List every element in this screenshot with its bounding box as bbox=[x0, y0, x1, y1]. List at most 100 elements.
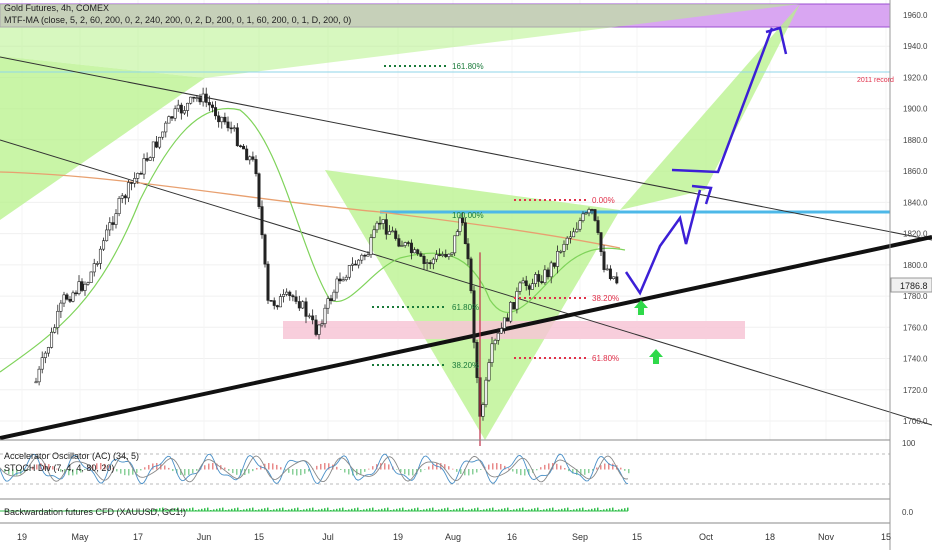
candlestick-series bbox=[34, 87, 619, 446]
candle-body bbox=[226, 121, 230, 129]
candle-body bbox=[506, 317, 510, 322]
candle-body bbox=[317, 324, 321, 335]
bw-bar bbox=[204, 508, 206, 511]
bw-bar bbox=[471, 508, 473, 511]
ac-histogram-bar bbox=[188, 469, 190, 475]
candle-body bbox=[102, 240, 106, 250]
x-tick-label: Nov bbox=[818, 532, 835, 542]
ac-histogram-bar bbox=[372, 466, 374, 470]
bw-bar bbox=[396, 508, 398, 511]
bw-bar bbox=[582, 507, 584, 511]
ac-histogram-bar bbox=[104, 463, 106, 470]
bw-bar bbox=[240, 510, 242, 511]
candle-body bbox=[269, 300, 273, 302]
bw-bar bbox=[345, 510, 347, 511]
ac-histogram-bar bbox=[168, 467, 170, 470]
bw-bar bbox=[399, 508, 401, 511]
candle-body bbox=[53, 327, 57, 333]
bw-bar bbox=[576, 508, 578, 511]
bw-bar bbox=[543, 509, 545, 511]
candle-body bbox=[136, 173, 140, 179]
bw-bar bbox=[525, 510, 527, 511]
bw-bar bbox=[489, 508, 491, 511]
ac-histogram-bar bbox=[292, 469, 294, 475]
bw-bar bbox=[297, 507, 299, 511]
candle-body bbox=[540, 281, 544, 283]
bw-bar bbox=[531, 508, 533, 511]
bw-bar bbox=[561, 508, 563, 511]
bw-scale-label: 0.0 bbox=[902, 508, 914, 517]
bw-bar bbox=[159, 508, 161, 511]
upper-channel-trendline bbox=[0, 56, 932, 241]
candle-body bbox=[615, 276, 619, 284]
candle-body bbox=[375, 222, 379, 231]
ac-histogram-bar bbox=[108, 465, 110, 470]
bw-bar bbox=[432, 507, 434, 511]
bw-bar bbox=[486, 508, 488, 511]
bw-bar bbox=[537, 507, 539, 511]
ac-histogram-bar bbox=[240, 469, 242, 476]
candle-body bbox=[350, 263, 354, 266]
bw-bar bbox=[459, 508, 461, 511]
x-tick-label: 15 bbox=[881, 532, 891, 542]
ac-histogram-bar bbox=[32, 466, 34, 470]
candle-body bbox=[338, 278, 342, 282]
candle-body bbox=[394, 230, 398, 239]
ac-histogram-bar bbox=[400, 469, 402, 473]
y-tick-label: 1780.0 bbox=[903, 292, 928, 301]
ac-histogram-bar bbox=[384, 463, 386, 470]
bw-bar bbox=[414, 508, 416, 511]
ac-histogram-bar bbox=[268, 463, 270, 470]
ac-histogram-bar bbox=[316, 465, 318, 470]
y-tick-label: 1800.0 bbox=[903, 261, 928, 270]
ac-histogram-bar bbox=[52, 466, 54, 470]
x-tick-label: May bbox=[71, 532, 89, 542]
bw-bar bbox=[519, 508, 521, 511]
bw-bar bbox=[447, 507, 449, 511]
ac-histogram-bar bbox=[36, 464, 38, 470]
y-tick-label: 1920.0 bbox=[903, 73, 928, 82]
candle-body bbox=[294, 296, 298, 302]
candle-body bbox=[98, 248, 102, 264]
ac-histogram-bar bbox=[428, 466, 430, 470]
candle-body bbox=[431, 258, 435, 265]
ac-histogram-bar bbox=[328, 463, 330, 470]
ac-histogram-bar bbox=[608, 463, 610, 470]
price-axis[interactable]: 1960.0 1940.0 1920.0 1900.0 1880.0 1860.0 1840… bbox=[903, 11, 928, 426]
ac-histogram-bar bbox=[612, 463, 614, 470]
candle-body bbox=[524, 280, 528, 286]
bw-bar bbox=[474, 508, 476, 511]
bw-bar bbox=[192, 507, 194, 511]
candle-body bbox=[416, 249, 420, 254]
harmonic-left-triangle bbox=[0, 56, 205, 220]
bw-bar bbox=[231, 508, 233, 511]
ac-histogram-bar bbox=[320, 463, 322, 470]
candle-body bbox=[466, 243, 470, 260]
candle-body bbox=[263, 234, 267, 265]
ac-histogram-bar bbox=[508, 468, 510, 470]
bw-bar bbox=[198, 509, 200, 511]
bw-bar bbox=[615, 510, 617, 511]
bw-bar bbox=[360, 510, 362, 511]
bw-bar bbox=[387, 507, 389, 511]
indicator-label: MTF-MA (close, 5, 2, 60, 200, 0, 2, 240,… bbox=[4, 15, 352, 25]
ac-histogram-bar bbox=[560, 465, 562, 470]
bw-bar bbox=[252, 507, 254, 511]
bw-bar bbox=[513, 509, 515, 511]
bw-bar bbox=[216, 508, 218, 511]
candle-body bbox=[527, 285, 531, 290]
ac-histogram-bar bbox=[500, 463, 502, 470]
candle-body bbox=[403, 242, 407, 246]
ac-histogram-bar bbox=[476, 469, 478, 473]
bw-bar bbox=[306, 508, 308, 511]
ac-histogram-bar bbox=[8, 469, 10, 475]
candle-body bbox=[499, 328, 503, 334]
time-axis[interactable]: 19 May 17 Jun 15 Jul 19 Aug 16 Sep 15 Oct 18 Nov 15 bbox=[17, 532, 891, 542]
ac-histogram-bar bbox=[252, 469, 254, 472]
bw-bar bbox=[339, 508, 341, 511]
candle-body bbox=[126, 182, 130, 199]
candle-body bbox=[74, 292, 78, 295]
bw-bar bbox=[546, 508, 548, 511]
candle-body bbox=[409, 242, 413, 254]
